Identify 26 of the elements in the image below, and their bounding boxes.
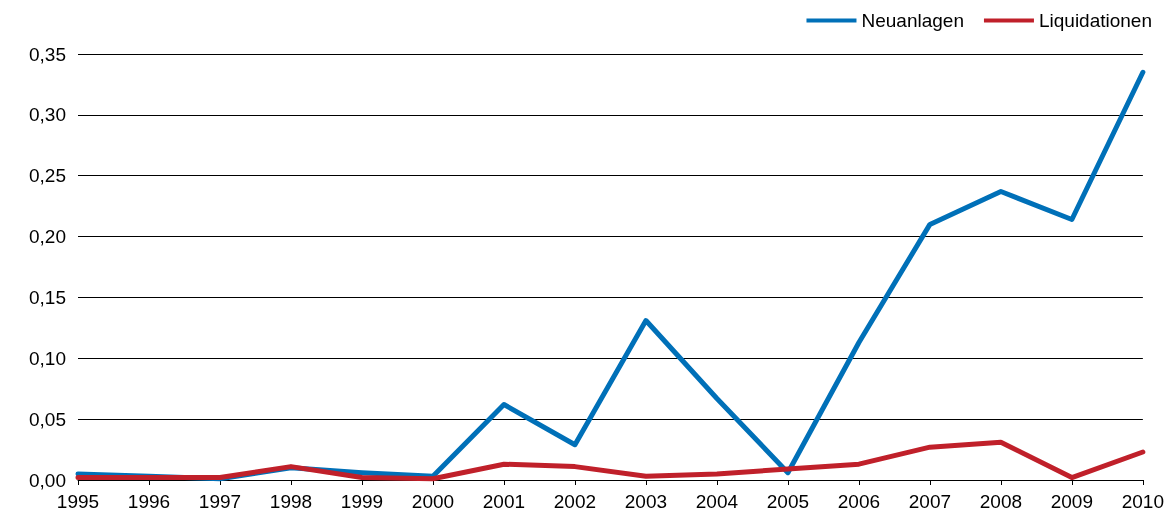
y-tick-label: 0,20 [29, 226, 66, 248]
legend-label: Neuanlagen [861, 10, 964, 31]
y-tick-label: 0,10 [29, 347, 66, 369]
y-tick-label: 0,25 [29, 165, 66, 187]
y-tick-label: 0,30 [29, 104, 66, 126]
x-tick-label: 2007 [908, 491, 952, 512]
y-tick-label: 0,00 [29, 469, 66, 491]
x-tick-label: 1997 [198, 491, 242, 512]
x-tick-label: 1998 [269, 491, 313, 512]
x-tick-label: 1999 [340, 491, 384, 512]
x-tick-label: 2008 [979, 491, 1023, 512]
x-tick-label: 2004 [695, 491, 739, 512]
y-tick-label: 0,15 [29, 286, 66, 308]
x-tick-label: 2000 [411, 491, 455, 512]
x-tick-label: 2010 [1121, 491, 1165, 512]
x-tick-label: 2006 [837, 491, 881, 512]
x-tick-label: 2009 [1050, 491, 1094, 512]
y-tick-label: 0,35 [29, 43, 66, 65]
legend-label: Liquidationen [1038, 10, 1152, 31]
x-tick-label: 2001 [482, 491, 526, 512]
x-tick-label: 1996 [127, 491, 171, 512]
x-tick-label: 2002 [553, 491, 597, 512]
y-tick-label: 0,05 [29, 408, 66, 430]
x-tick-label: 2005 [766, 491, 810, 512]
x-tick-label: 1995 [56, 491, 100, 512]
x-tick-label: 2003 [624, 491, 668, 512]
